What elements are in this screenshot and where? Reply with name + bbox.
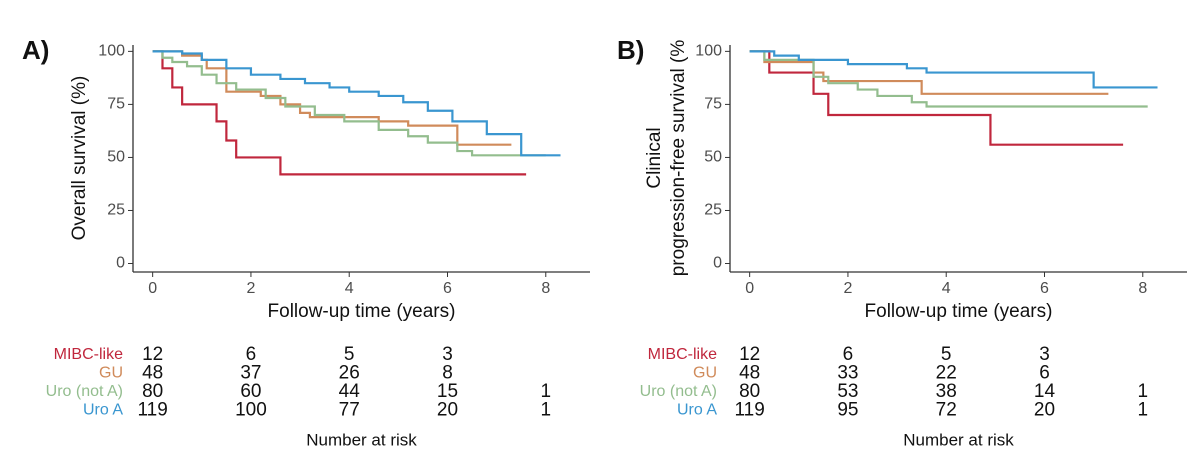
survival-curve: [749, 50, 1124, 146]
risk-row-name: MIBC-like: [54, 346, 123, 363]
at-risk-count: 6: [1039, 363, 1050, 384]
survival-curve: [152, 50, 561, 157]
at-risk-count: 119: [735, 400, 765, 421]
at-risk-count: 1: [540, 381, 551, 402]
at-risk-count: 20: [1034, 400, 1055, 421]
y-tick-label: 75: [107, 96, 125, 113]
survival-curve: [749, 50, 1158, 89]
at-risk-count: 33: [837, 363, 858, 384]
x-axis-label: Follow-up time (years): [865, 301, 1053, 322]
y-tick-label: 100: [695, 43, 722, 60]
at-risk-count: 37: [240, 363, 261, 384]
panel-label: B): [617, 35, 644, 65]
risk-row-name: Uro A: [83, 402, 123, 419]
risk-row-name: GU: [693, 365, 717, 382]
survival-curve: [152, 50, 512, 146]
x-tick-label: 2: [246, 280, 255, 297]
at-risk-count: 100: [235, 400, 267, 421]
at-risk-count: 22: [936, 363, 957, 384]
at-risk-count: 14: [1034, 381, 1056, 402]
at-risk-count: 95: [837, 400, 858, 421]
at-risk-count: 80: [142, 381, 163, 402]
x-tick-label: 0: [745, 280, 754, 297]
y-tick-label: 25: [704, 202, 722, 219]
risk-row-name: Uro (not A): [640, 383, 717, 400]
at-risk-count: 77: [339, 400, 360, 421]
x-tick-label: 6: [443, 280, 452, 297]
risk-row-name: Uro (not A): [46, 383, 123, 400]
risk-row-name: GU: [99, 365, 123, 382]
at-risk-count: 119: [138, 400, 168, 421]
x-tick-label: 6: [1040, 280, 1049, 297]
y-tick-label: 0: [713, 255, 722, 272]
x-tick-label: 0: [148, 280, 157, 297]
at-risk-count: 26: [339, 363, 360, 384]
panel-label: A): [22, 35, 49, 65]
risk-table-title: Number at risk: [306, 430, 417, 449]
survival-curve: [152, 50, 527, 176]
y-axis-label: Overall survival (%): [69, 76, 90, 241]
y-tick-label: 50: [704, 149, 722, 166]
x-tick-label: 8: [541, 280, 550, 297]
at-risk-count: 38: [936, 381, 957, 402]
risk-row-name: MIBC-like: [648, 346, 717, 363]
at-risk-count: 1: [540, 400, 551, 421]
x-axis-label: Follow-up time (years): [268, 301, 456, 322]
at-risk-count: 15: [437, 381, 458, 402]
y-tick-label: 100: [98, 43, 125, 60]
survival-curve: [152, 50, 546, 157]
x-tick-label: 2: [843, 280, 852, 297]
at-risk-count: 5: [941, 344, 952, 365]
at-risk-count: 3: [442, 344, 453, 365]
at-risk-count: 48: [142, 363, 163, 384]
risk-row-name: Uro A: [677, 402, 717, 419]
at-risk-count: 20: [437, 400, 458, 421]
at-risk-count: 48: [739, 363, 760, 384]
y-tick-label: 75: [704, 96, 722, 113]
at-risk-count: 53: [837, 381, 858, 402]
x-tick-label: 8: [1138, 280, 1147, 297]
at-risk-count: 1: [1137, 381, 1148, 402]
y-axis-label: Clinical: [644, 127, 665, 188]
survival-curve: [749, 50, 1148, 108]
at-risk-count: 6: [843, 344, 854, 365]
y-axis-label: progression-free survival (%: [668, 40, 689, 277]
at-risk-count: 60: [240, 381, 261, 402]
at-risk-count: 6: [246, 344, 257, 365]
at-risk-count: 44: [339, 381, 361, 402]
at-risk-count: 5: [344, 344, 355, 365]
at-risk-count: 1: [1137, 400, 1148, 421]
y-tick-label: 50: [107, 149, 125, 166]
x-tick-label: 4: [345, 280, 354, 297]
at-risk-count: 12: [142, 344, 163, 365]
at-risk-count: 3: [1039, 344, 1050, 365]
risk-table-title: Number at risk: [903, 430, 1014, 449]
y-tick-label: 25: [107, 202, 125, 219]
x-tick-label: 4: [942, 280, 951, 297]
at-risk-count: 8: [442, 363, 453, 384]
at-risk-count: 12: [739, 344, 760, 365]
y-tick-label: 0: [116, 255, 125, 272]
at-risk-count: 80: [739, 381, 760, 402]
at-risk-count: 72: [936, 400, 957, 421]
